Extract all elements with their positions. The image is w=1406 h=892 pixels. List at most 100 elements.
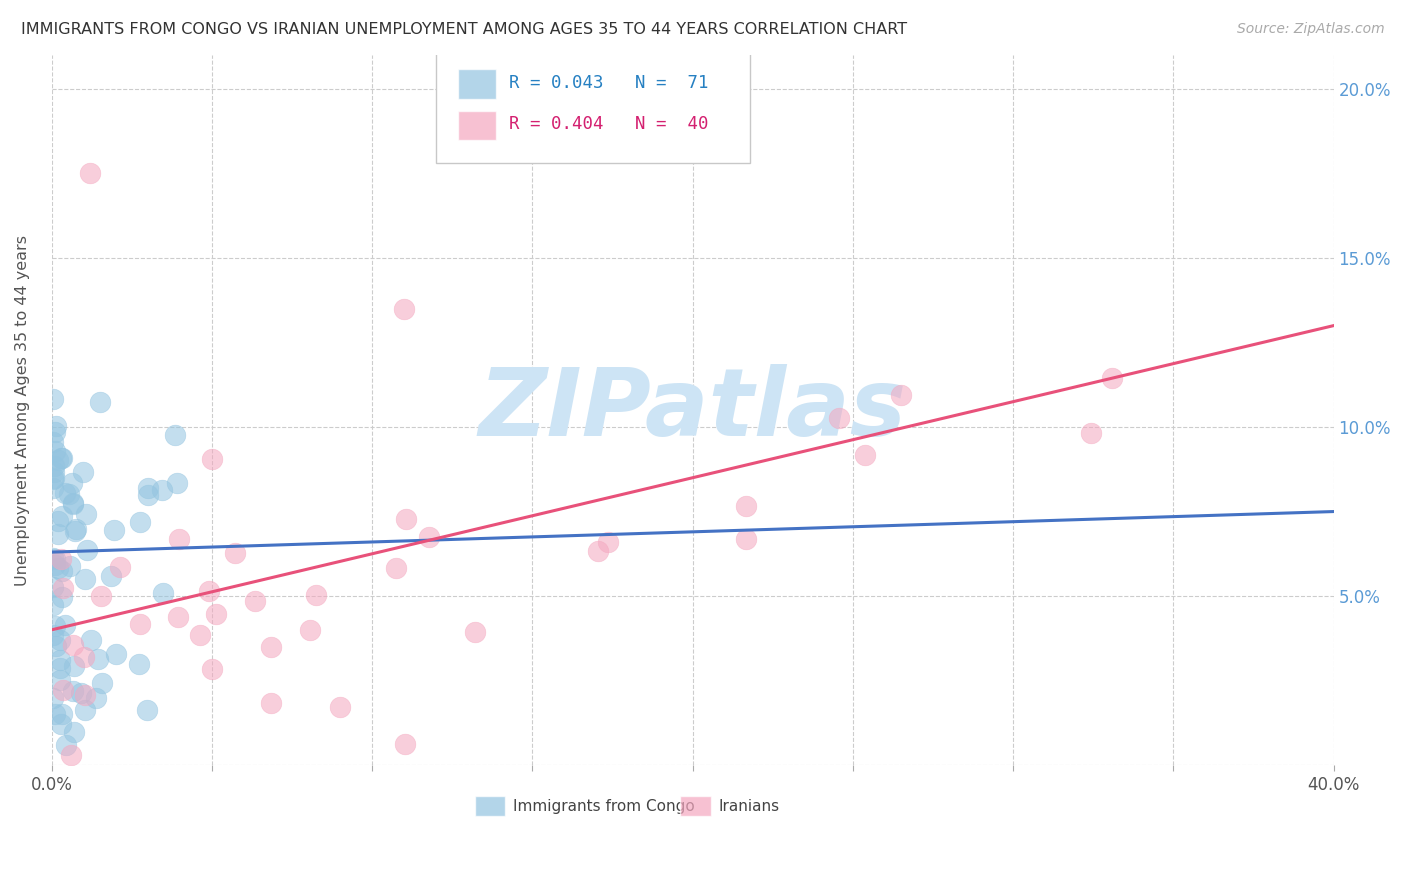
Point [75,572,97,586]
Point [76,543,98,558]
Point [135,703,157,717]
Point [90,589,112,603]
Point [75,703,97,717]
Y-axis label: Unemployment Among Ages 35 to 44 years: Unemployment Among Ages 35 to 44 years [15,235,30,586]
Point [49,633,72,648]
Point [73,649,96,664]
Point [75,688,97,702]
Point [167,609,190,624]
Point [42,458,65,473]
Point [42,580,65,594]
Point [394,737,416,751]
Point [90,676,112,690]
Point [128,515,150,529]
Point [188,628,211,642]
Point [51,707,73,722]
Point [205,607,228,621]
Point [42,434,65,449]
Point [49,552,72,566]
Point [48,673,70,687]
Point [44,425,66,439]
Bar [458,70,496,99]
Point [46,526,69,541]
Point [105,647,128,661]
Point [299,623,322,637]
Point [150,483,173,498]
Point [62,638,84,652]
Point [55,738,77,752]
Point [305,588,328,602]
Point [1080,426,1102,441]
Point [828,410,851,425]
Point [735,499,758,513]
Point [51,450,73,465]
Point [329,700,352,714]
Point [152,586,174,600]
Point [51,590,73,604]
Point [60,747,83,762]
Text: ZIPatlas: ZIPatlas [478,364,907,456]
Point [49,653,72,667]
Point [49,450,72,465]
Point [890,388,912,402]
Point [63,524,86,538]
Point [44,552,66,566]
Point [163,427,186,442]
Point [108,560,131,574]
Point [44,471,66,485]
Point [84,691,107,706]
Point [169,532,191,546]
Point [52,581,75,595]
Point [42,472,65,486]
Point [62,496,84,510]
Point [734,532,756,546]
Point [42,627,65,641]
Point [392,301,415,316]
Point [46,561,69,575]
Point [100,569,122,583]
Point [201,662,224,676]
Point [49,717,72,731]
Point [63,659,86,673]
Text: IMMIGRANTS FROM CONGO VS IRANIAN UNEMPLOYMENT AMONG AGES 35 TO 44 YEARS CORRELAT: IMMIGRANTS FROM CONGO VS IRANIAN UNEMPLO… [21,22,907,37]
Point [53,617,76,632]
Bar [458,111,496,140]
Bar [679,797,710,816]
Point [87,651,110,665]
Point [63,724,86,739]
Point [60,475,83,490]
Bar [475,797,505,816]
Point [260,696,283,710]
Text: R = 0.043   N =  71: R = 0.043 N = 71 [509,74,709,92]
Point [62,684,84,698]
Point [70,686,93,700]
Point [198,583,221,598]
Point [129,616,152,631]
Point [79,166,101,180]
Point [46,515,69,529]
Point [260,640,283,654]
Point [166,476,188,491]
Point [44,619,66,633]
Point [44,707,66,722]
Point [75,507,97,521]
Point [42,551,65,566]
Point [45,639,67,653]
Point [385,560,408,574]
Point [418,530,440,544]
Point [128,657,150,671]
Text: Immigrants from Congo: Immigrants from Congo [513,798,695,814]
Point [42,465,65,479]
FancyBboxPatch shape [436,53,751,163]
Point [136,488,159,502]
Point [45,418,67,433]
Point [42,481,65,495]
Point [598,534,620,549]
Point [136,481,159,495]
Point [79,633,101,648]
Point [44,558,66,573]
Point [42,691,65,706]
Point [51,564,73,578]
Point [52,683,75,698]
Text: Iranians: Iranians [718,798,779,814]
